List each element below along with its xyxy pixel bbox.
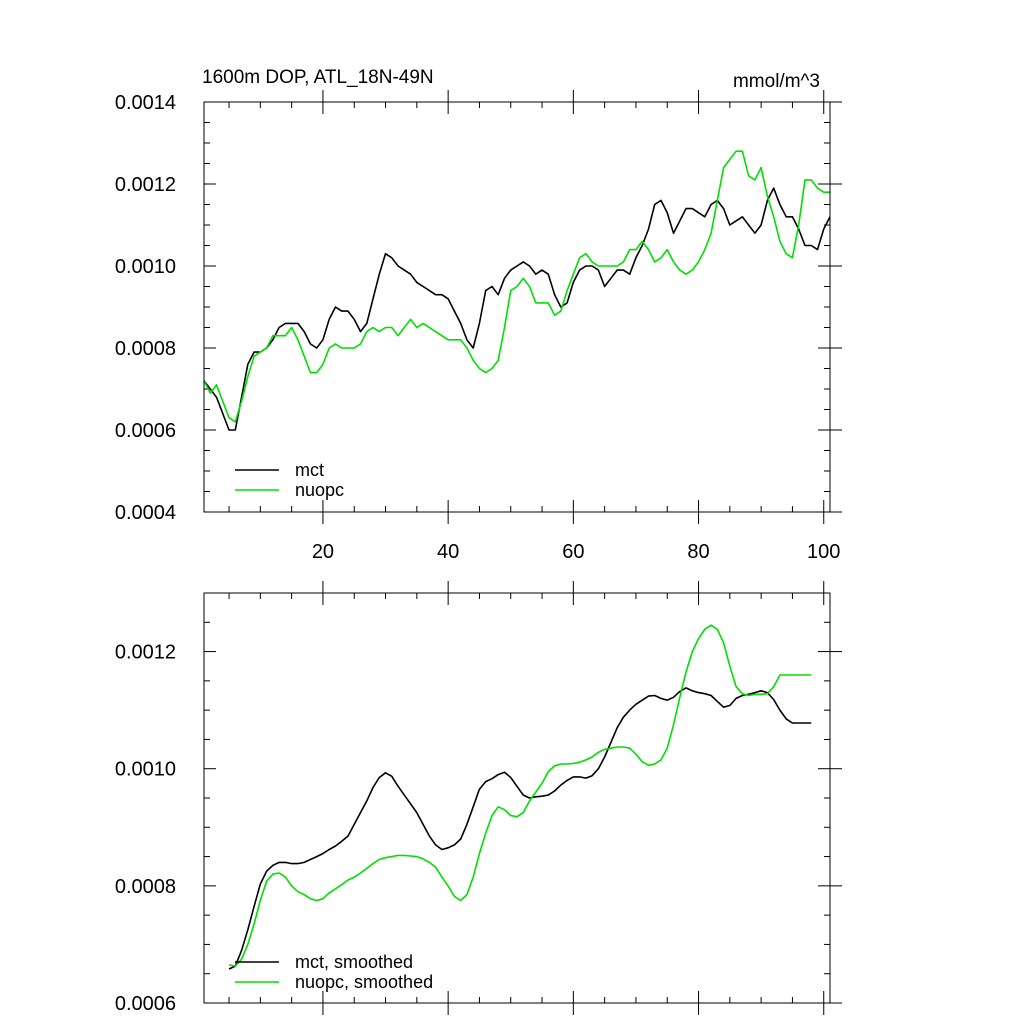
bottom-panel-y-tick-label: 0.0012 — [115, 642, 176, 664]
top-panel-units: mmol/m^3 — [733, 71, 820, 92]
top-panel-series-0-line — [203, 187, 831, 431]
bottom-panel-y-tick-label: 0.0010 — [115, 759, 176, 781]
bottom-panel-series-0-line — [228, 687, 812, 970]
top-panel-x-tick-label: 20 — [312, 541, 334, 563]
bottom-panel-ticks — [204, 581, 842, 1015]
bottom-panel-y-tick-label: 0.0006 — [115, 993, 176, 1015]
top-panel-series — [203, 150, 831, 431]
top-panel-frame — [203, 101, 831, 513]
bottom-panel-series-1-line — [228, 624, 812, 967]
top-panel-x-tick-label: 100 — [807, 541, 840, 563]
top-panel-tick-labels: 20 40 60 80 100 0.0004 0.0006 0.0008 0.0010 0.001… — [115, 92, 841, 563]
bottom-panel-frame — [203, 592, 831, 1004]
top-panel-series-1-line — [203, 150, 830, 423]
top-panel-y-tick-label: 0.0008 — [115, 338, 176, 360]
top-panel-y-tick-label: 0.0006 — [115, 420, 176, 442]
bottom-panel-y-tick-label: 0.0008 — [115, 876, 176, 898]
top-panel-x-tick-label: 60 — [562, 541, 584, 563]
bottom-panel-tick-labels: 0.0006 0.0008 0.0010 0.0012 — [115, 642, 176, 1015]
top-panel-y-tick-label: 0.0012 — [115, 174, 176, 196]
top-panel-y-tick-label: 0.0010 — [115, 256, 176, 278]
top-panel-title: 1600m DOP, ATL_18N-49N — [202, 67, 434, 88]
bottom-panel-series — [228, 624, 812, 970]
top-panel-legend-label-1: nuopc — [295, 480, 344, 500]
top-panel-y-tick-label: 0.0004 — [115, 502, 176, 524]
bottom-panel-legend-label-0: mct, smoothed — [295, 952, 413, 972]
top-panel-x-tick-label: 40 — [437, 541, 459, 563]
bottom-panel: 0.0006 0.0008 0.0010 0.0012 mct, smoothednu… — [115, 581, 842, 1015]
top-panel-x-tick-label: 80 — [687, 541, 709, 563]
top-panel-y-tick-label: 0.0014 — [115, 92, 176, 114]
top-panel-ticks — [204, 90, 842, 524]
top-panel-legend-label-0: mct — [295, 460, 324, 480]
top-panel: 1600m DOP, ATL_18N-49N mmol/m^3 20 40 60 80… — [115, 67, 842, 563]
bottom-panel-legend-label-1: nuopc, smoothed — [295, 972, 433, 992]
